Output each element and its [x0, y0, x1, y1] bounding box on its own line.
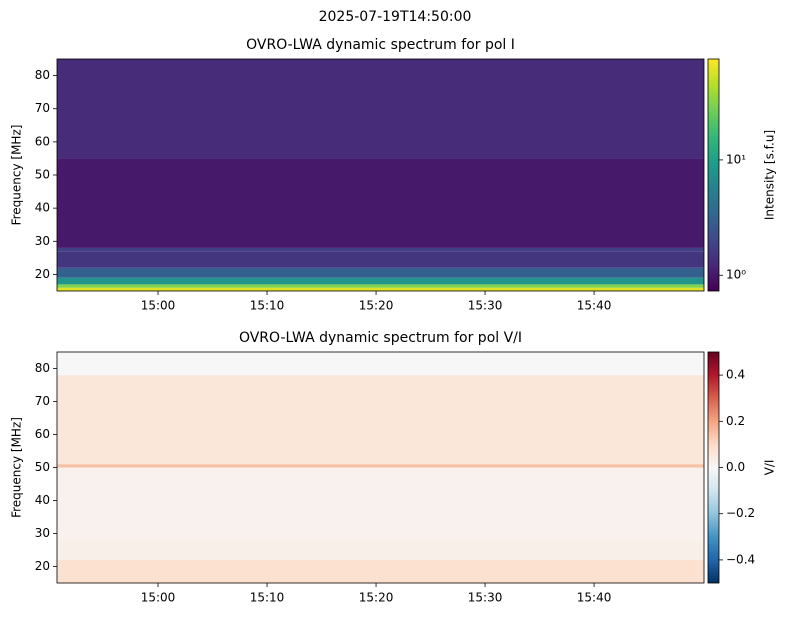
spectrum-band — [57, 284, 704, 288]
colorbar-tick-label: 0.4 — [726, 368, 745, 382]
spectrum-band — [57, 277, 704, 285]
colorbar-tick-label: 0.0 — [726, 460, 745, 474]
spectrum-band — [57, 540, 704, 560]
y-tick-label: 50 — [35, 460, 50, 474]
colorbar-label: Intensity [s.f.u] — [763, 130, 777, 220]
spectrum-band — [57, 158, 704, 248]
x-tick-label: 15:30 — [468, 591, 503, 605]
y-tick-label: 30 — [35, 234, 50, 248]
colorbar-tick-label: 10⁰ — [726, 268, 746, 282]
spectrum-band — [57, 467, 704, 541]
y-tick-label: 30 — [35, 526, 50, 540]
spectrum-band — [57, 247, 704, 252]
spectrum-band — [57, 464, 704, 468]
y-axis-label: Frequency [MHz] — [10, 417, 24, 518]
axes-title: OVRO-LWA dynamic spectrum for pol I — [246, 37, 515, 53]
colorbar — [707, 58, 720, 292]
y-tick-label: 70 — [35, 394, 50, 408]
x-tick-label: 15:10 — [250, 591, 285, 605]
spectrum-band — [57, 59, 704, 159]
spectrum-band — [57, 375, 704, 465]
spectrum-band — [57, 352, 704, 376]
x-tick-label: 15:40 — [577, 299, 612, 313]
figure-title: 2025-07-19T14:50:00 — [319, 9, 472, 25]
x-tick-label: 15:40 — [577, 591, 612, 605]
x-tick-label: 15:30 — [468, 299, 503, 313]
y-tick-label: 80 — [35, 68, 50, 82]
x-tick-label: 15:00 — [141, 591, 176, 605]
x-tick-label: 15:20 — [359, 591, 394, 605]
colorbar-tick-label: 10¹ — [726, 152, 746, 166]
colorbar-tick-label: 0.2 — [726, 414, 745, 428]
y-tick-label: 70 — [35, 101, 50, 115]
y-tick-label: 60 — [35, 134, 50, 148]
colorbar — [707, 351, 720, 584]
x-tick-label: 15:10 — [250, 299, 285, 313]
y-axis-label: Frequency [MHz] — [10, 125, 24, 226]
axes-title: OVRO-LWA dynamic spectrum for pol V/I — [239, 330, 522, 346]
colorbar-tick-label: −0.4 — [726, 552, 755, 566]
y-tick-label: 20 — [35, 267, 50, 281]
y-tick-label: 50 — [35, 168, 50, 182]
y-tick-label: 80 — [35, 361, 50, 375]
x-tick-label: 15:20 — [359, 299, 394, 313]
y-tick-label: 40 — [35, 493, 50, 507]
colorbar-tick-label: −0.2 — [726, 506, 755, 520]
spectrum-band — [57, 559, 704, 583]
y-tick-label: 40 — [35, 201, 50, 215]
spectrum-band — [57, 267, 704, 278]
spectrum-band — [57, 251, 704, 268]
colorbar-label: V/I — [763, 460, 777, 476]
spectrum-band — [57, 287, 704, 291]
y-tick-label: 20 — [35, 559, 50, 573]
y-tick-label: 60 — [35, 427, 50, 441]
x-tick-label: 15:00 — [141, 299, 176, 313]
